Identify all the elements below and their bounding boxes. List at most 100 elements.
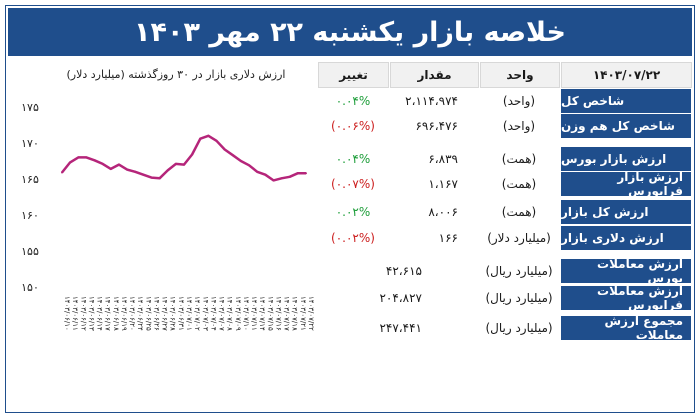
x-tick-label: ۱۴۰۳/۰۷/۰۷	[218, 296, 226, 331]
data-point	[215, 139, 218, 142]
data-point	[126, 168, 129, 171]
row-amount: ۶،۸۳۹	[428, 152, 458, 166]
y-tick-label: ۱۵۵	[21, 245, 39, 258]
data-point	[183, 163, 185, 166]
row-amount: ۱۶۶	[438, 231, 458, 245]
row-amount: ۸،۰۰۶	[428, 205, 458, 219]
row-unit: (واحد)	[502, 94, 536, 108]
row-unit: (همت)	[501, 152, 537, 166]
x-tick-label: ۱۴۰۳/۰۷/۱۷	[283, 296, 291, 331]
data-point	[256, 170, 259, 173]
row-label: ارزش معاملات بورس	[561, 257, 691, 285]
x-tick-label: ۱۴۰۳/۰۶/۲۸	[169, 296, 177, 331]
row-amount: ۱،۱۶۷	[428, 177, 458, 191]
x-tick-label: ۱۴۰۳/۰۷/۲۲	[307, 296, 315, 331]
data-point	[288, 175, 291, 178]
data-point	[69, 161, 72, 164]
y-tick-label: ۱۶۵	[21, 173, 39, 186]
row-change: ۰.۰۴%	[335, 94, 371, 108]
data-point	[264, 173, 267, 176]
data-point	[248, 164, 251, 167]
row-change: (۰.۰۶%)	[331, 119, 375, 133]
data-point	[305, 172, 307, 175]
x-tick-label: ۱۴۰۳/۰۷/۱۴	[258, 296, 266, 331]
header-change: تغییر	[318, 62, 389, 88]
row-amount: ۴۲،۶۱۵	[385, 264, 422, 278]
data-point	[231, 154, 234, 157]
x-tick-label: ۱۴۰۳/۰۶/۲۵	[144, 296, 152, 331]
x-tick-label: ۱۴۰۳/۰۶/۱۳	[87, 296, 95, 331]
data-point	[101, 162, 104, 165]
x-tick-label: ۱۴۰۳/۰۶/۲۶	[152, 296, 160, 331]
row-label: ارزش دلاری بازار	[561, 226, 691, 250]
page-title: خلاصه بازار یکشنبه ۲۲ مهر ۱۴۰۳	[8, 8, 692, 56]
x-tick-label: ۱۴۰۳/۰۷/۰۹	[234, 296, 242, 331]
row-unit: (میلیارد دلار)	[487, 231, 551, 245]
x-tick-label: ۱۴۰۳/۰۶/۱۷	[104, 296, 112, 331]
y-tick-label: ۱۷۰	[21, 137, 39, 150]
series-line	[61, 134, 306, 182]
data-point	[61, 171, 63, 174]
row-change: ۰.۰۲%	[335, 205, 371, 219]
x-tick-label: ۱۴۰۳/۰۶/۲۴	[136, 296, 144, 331]
x-tick-label: ۱۴۰۳/۰۷/۱۵	[266, 296, 274, 331]
data-point	[158, 177, 161, 180]
row-unit: (میلیارد ریال)	[485, 264, 553, 278]
row-unit: (میلیارد ریال)	[485, 291, 553, 305]
y-tick-label: ۱۷۵	[21, 101, 39, 114]
x-tick-label: ۱۴۰۳/۰۶/۲۷	[161, 296, 169, 331]
row-unit: (واحد)	[502, 119, 536, 133]
x-tick-label: ۱۴۰۳/۰۶/۲۰	[128, 296, 136, 331]
row-unit: (همت)	[501, 205, 537, 219]
row-change: (۰.۰۲%)	[331, 231, 375, 245]
x-tick-label: ۱۴۰۳/۰۷/۱۶	[274, 296, 282, 331]
data-point	[142, 173, 145, 176]
y-tick-label: ۱۵۰	[21, 281, 39, 294]
x-tick-label: ۱۴۰۳/۰۷/۰۲	[193, 296, 201, 331]
data-point	[85, 156, 88, 159]
row-amount: ۲،۱۱۴،۹۷۴	[405, 94, 458, 108]
data-point	[191, 153, 194, 156]
x-tick-label: ۱۴۰۳/۰۶/۱۱	[71, 296, 79, 331]
x-tick-label: ۱۴۰۳/۰۷/۰۴	[209, 296, 217, 331]
data-point	[223, 148, 226, 151]
x-tick-label: ۱۴۰۳/۰۶/۱۲	[79, 296, 87, 331]
data-point	[150, 176, 153, 179]
x-tick-label: ۱۴۰۳/۰۷/۰۳	[201, 296, 209, 331]
data-point	[280, 177, 283, 180]
row-label: شاخص کل	[561, 89, 691, 113]
data-point	[199, 137, 202, 140]
x-tick-label: ۱۴۰۳/۰۷/۱۸	[291, 296, 299, 331]
data-point	[166, 169, 169, 172]
row-unit: (همت)	[501, 177, 537, 191]
row-change: (۰.۰۷%)	[331, 177, 375, 191]
row-label: ارزش کل بازار	[561, 200, 691, 224]
row-label: ارزش بازار بورس	[561, 147, 691, 171]
data-point	[93, 159, 96, 162]
x-tick-label: ۱۴۰۳/۰۶/۱۰	[63, 296, 71, 331]
row-amount: ۶۹۶،۴۷۶	[415, 119, 458, 133]
data-point	[207, 134, 210, 137]
panel-frame	[5, 5, 695, 413]
row-label: ارزش معاملات فرابورس	[561, 284, 691, 312]
data-point	[272, 179, 275, 182]
x-tick-label: ۱۴۰۳/۰۷/۲۱	[299, 296, 307, 331]
chart-title: ارزش دلاری بازار در ۳۰ روزگذشته (میلیارد…	[66, 67, 286, 81]
header-unit: واحد	[480, 62, 560, 88]
data-point	[77, 156, 80, 159]
row-label: شاخص کل هم وزن	[561, 114, 691, 138]
x-tick-label: ۱۴۰۳/۰۷/۱۱	[250, 296, 258, 331]
data-point	[296, 172, 299, 175]
x-tick-label: ۱۴۰۳/۰۶/۱۸	[112, 296, 120, 331]
y-tick-label: ۱۶۰	[21, 209, 39, 222]
data-point	[174, 162, 177, 165]
x-tick-label: ۱۴۰۳/۰۶/۳۱	[177, 296, 185, 331]
data-point	[239, 160, 242, 162]
x-tick-label: ۱۴۰۳/۰۷/۱۰	[242, 296, 250, 331]
data-point	[134, 170, 137, 173]
row-label: مجموع ارزش معاملات	[561, 314, 691, 342]
x-tick-label: ۱۴۰۳/۰۶/۱۴	[96, 296, 104, 331]
row-amount: ۲۰۴،۸۲۷	[379, 291, 422, 305]
row-label: ارزش بازار فرابورس	[561, 170, 691, 198]
